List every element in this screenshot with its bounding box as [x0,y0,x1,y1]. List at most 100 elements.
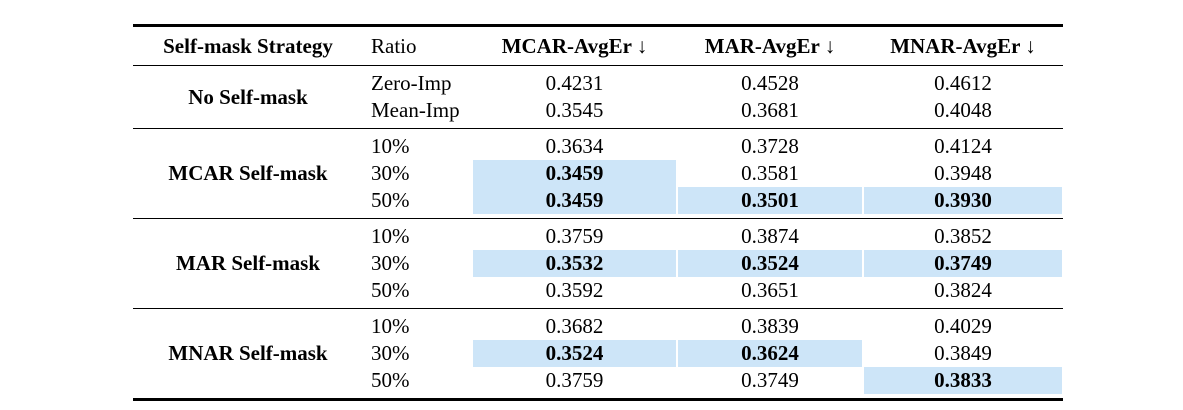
value: 0.3759 [545,224,604,248]
highlighted-value: 0.3532 [473,250,676,277]
value-cell: 0.3749 [677,367,863,400]
value-cell: 0.3524 [472,340,677,367]
strategy-cell: No Self-mask [188,84,308,109]
table-row: MCAR Self-mask 10% 0.3634 0.3728 0.4124 [133,129,1063,185]
value-cell: 0.3634 [472,129,677,161]
column-header-mnar: MNAR-AvgEr ↓ [890,33,1036,58]
table-row: MAR Self-mask 10% 0.3759 0.3874 0.3852 [133,219,1063,275]
highlighted-value: 0.3459 [473,160,676,187]
ratio-cell: 50% [371,368,410,392]
strategy-cell: MNAR Self-mask [168,341,328,365]
results-table: Self-mask Strategy Ratio MCAR-AvgEr ↓ MAR-A… [133,24,1063,401]
value: 0.3824 [934,278,992,302]
value: 0.4612 [934,71,992,95]
value-cell: 0.3545 [472,97,677,129]
value: 0.4124 [934,134,992,158]
value: 0.3948 [934,161,992,185]
value-cell: 0.3624 [677,340,863,367]
value-cell: 0.3501 [677,187,863,219]
column-header-strategy: Self-mask Strategy [163,33,333,58]
strategy-cell: MAR Self-mask [175,251,321,275]
column-header-ratio: Ratio [371,33,417,58]
value: 0.4048 [934,98,992,122]
value-cell: 0.4612 [863,66,1063,98]
value-cell: 0.3459 [472,160,677,187]
value-cell: 0.3592 [472,277,677,309]
value: 0.3849 [934,341,992,365]
highlighted-value: 0.3524 [473,340,676,367]
highlighted-value: 0.3501 [678,187,862,214]
column-header-mar: MAR-AvgEr ↓ [704,33,836,58]
table-row: MNAR Self-mask 10% 0.3682 0.3839 0.4029 [133,309,1063,365]
value: 0.3839 [741,314,799,338]
highlighted-value: 0.3524 [678,250,862,277]
value-cell: 0.3682 [472,309,677,341]
value: 0.3634 [545,134,604,158]
ratio-cell: 50% [371,188,410,212]
value-cell: 0.3728 [677,129,863,161]
value-cell: 0.3874 [677,219,863,251]
table-row: Mean-Imp 0.3545 0.3681 0.4048 [133,97,1063,129]
value-cell: 0.3532 [472,250,677,277]
value-cell: 0.4528 [677,66,863,98]
value: 0.3651 [741,278,799,302]
ratio-cell: Zero-Imp [371,71,452,95]
value-cell: 0.3759 [472,367,677,400]
ratio-cell: 30% [371,341,410,365]
value: 0.3682 [545,314,604,338]
value-cell: 0.3749 [863,250,1063,277]
value-cell: 0.3524 [677,250,863,277]
ratio-cell: 10% [371,314,410,338]
strategy-cell: MCAR Self-mask [168,161,328,185]
highlighted-value: 0.3459 [473,187,676,214]
value: 0.3852 [934,224,992,248]
value: 0.3728 [741,134,799,158]
value: 0.3681 [741,98,799,122]
ratio-cell: 10% [371,134,410,158]
value: 0.4528 [741,71,799,95]
value-cell: 0.4124 [863,129,1063,161]
value-cell: 0.3849 [863,340,1063,367]
ratio-cell: 10% [371,224,410,248]
value-cell: 0.3651 [677,277,863,309]
highlighted-value: 0.3749 [864,250,1062,277]
column-header-mcar: MCAR-AvgEr ↓ [501,33,648,58]
value-cell: 0.3948 [863,160,1063,187]
table-row: 50% 0.3759 0.3749 0.3833 [133,367,1063,400]
table-header: Self-mask Strategy Ratio MCAR-AvgEr ↓ MAR-A… [133,26,1063,66]
ratio-cell: 30% [371,161,410,185]
value-cell: 0.3759 [472,219,677,251]
value-cell: 0.4029 [863,309,1063,341]
table-header-row: Self-mask Strategy Ratio MCAR-AvgEr ↓ MAR-A… [133,26,1063,66]
value-cell: 0.3459 [472,187,677,219]
value-cell: 0.3930 [863,187,1063,219]
ratio-cell: 30% [371,251,410,275]
value-cell: 0.3824 [863,277,1063,309]
table-row: 50% 0.3459 0.3501 0.3930 [133,187,1063,219]
highlighted-value: 0.3624 [678,340,862,367]
value-cell: 0.3681 [677,97,863,129]
value: 0.4231 [545,71,604,95]
value: 0.4029 [934,314,992,338]
value: 0.3581 [741,161,799,185]
value-cell: 0.3833 [863,367,1063,400]
highlighted-value: 0.3930 [864,187,1062,214]
value: 0.3874 [741,224,799,248]
strategy-group: MCAR Self-mask 10% 0.3634 0.3728 0.4124 30% 0.… [133,128,1063,219]
value-cell: 0.3581 [677,160,863,187]
ratio-cell: Mean-Imp [371,98,460,122]
strategy-group: MNAR Self-mask 10% 0.3682 0.3839 0.4029 30% 0.… [133,308,1063,400]
table-row: 50% 0.3592 0.3651 0.3824 [133,277,1063,309]
ratio-cell: 50% [371,278,410,302]
highlighted-value: 0.3833 [864,367,1062,394]
table-row: 30% 0.3524 0.3624 0.3849 [133,340,1063,367]
value: 0.3592 [545,278,604,302]
value-cell: 0.4048 [863,97,1063,129]
value: 0.3545 [545,98,604,122]
strategy-group: No Self-mask Zero-Imp 0.4231 0.4528 0.4612 Me… [133,65,1063,129]
table-row: 30% 0.3532 0.3524 0.3749 [133,250,1063,277]
value: 0.3759 [545,368,604,392]
table-row: No Self-mask Zero-Imp 0.4231 0.4528 0.4612 [133,66,1063,109]
table-row: 30% 0.3459 0.3581 0.3948 [133,160,1063,187]
